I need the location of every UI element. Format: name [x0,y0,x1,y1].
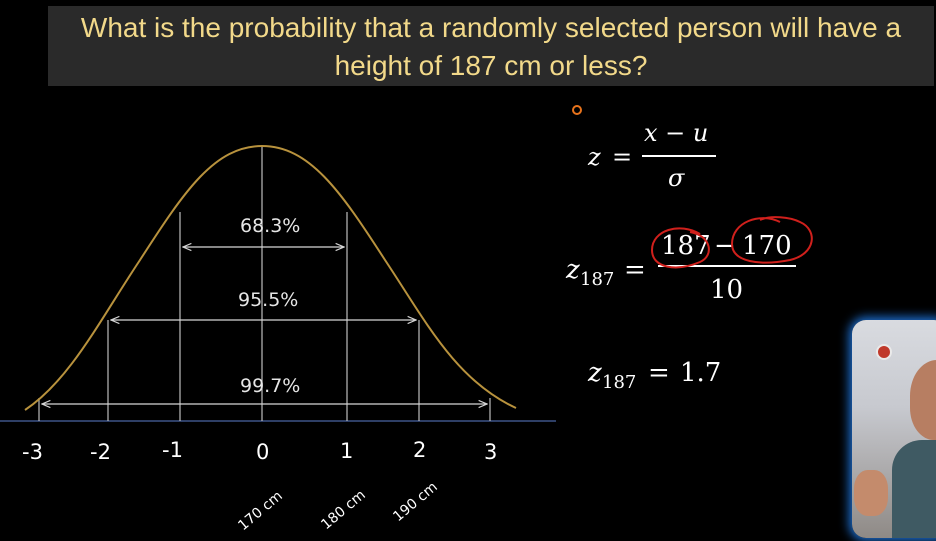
formula-result-subscript: 187 [602,372,636,393]
formula-sub-subscript: 187 [580,269,614,290]
z-tick-0: 0 [256,440,269,464]
formula-result-lhs: z [587,358,602,388]
formula-general-lhs: z [587,143,601,171]
formula-general-numerator: x − u [644,119,708,147]
annotation-circle-187 [650,227,710,269]
cm-label-180: 180 cm [318,487,369,533]
formula-sub-num-op: − [714,231,736,261]
presenter-body [892,440,936,538]
wall-decoration [876,344,892,360]
cm-label-170: 170 cm [235,488,286,534]
formula-result-eq: = [648,358,670,388]
cm-label-190: 190 cm [390,479,441,525]
z-tick-minus-2: -2 [90,440,111,464]
interval-label-1sd: 68.3% [240,215,300,237]
bell-curve [24,144,517,411]
question-line-2: height of 187 cm or less? [334,50,648,81]
z-tick-plus-3: 3 [484,440,497,464]
interval-label-3sd: 99.7% [240,375,300,397]
question-banner: What is the probability that a randomly … [48,6,934,86]
z-tick-minus-1: -1 [162,438,183,462]
formula-sub-denominator: 10 [710,275,743,305]
z-tick-plus-2: 2 [413,438,426,462]
formula-general-eq: = [612,143,632,171]
z-tick-plus-1: 1 [340,439,353,463]
presenter-hand [854,470,888,516]
annotation-circle-170 [730,216,813,264]
formula-result-value: 1.7 [680,358,721,388]
formula-sub-num-a: 187 [661,231,711,261]
formula-sub-eq: = [624,255,646,285]
presenter-webcam-icon [852,320,936,538]
formula-sub-lhs: z [565,255,580,285]
presenter-head [910,360,936,440]
formula-general-denominator: σ [668,164,685,192]
interval-label-2sd: 95.5% [238,289,298,311]
question-line-1: What is the probability that a randomly … [80,12,902,43]
laser-pointer-dot [572,105,582,115]
formula-sub-num-b: 170 [742,231,792,261]
z-tick-minus-3: -3 [22,440,43,464]
